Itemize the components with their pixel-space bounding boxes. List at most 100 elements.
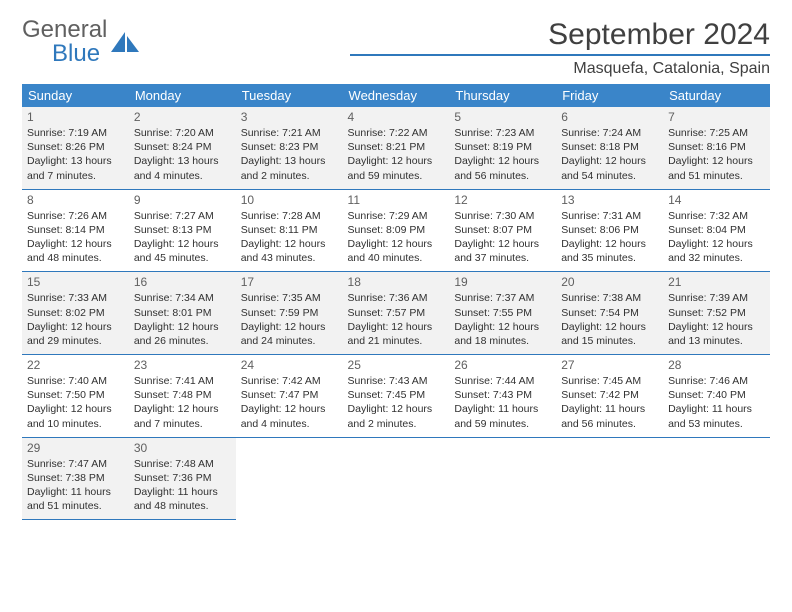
calendar-day-cell: 27 Sunrise: 7:45 AMSunset: 7:42 PMDayligh… bbox=[556, 355, 663, 438]
calendar-day-cell: 18 Sunrise: 7:36 AMSunset: 7:57 PMDayligh… bbox=[343, 272, 450, 355]
day-info: Sunrise: 7:21 AMSunset: 8:23 PMDaylight:… bbox=[241, 126, 338, 183]
day-info: Sunrise: 7:26 AMSunset: 8:14 PMDaylight:… bbox=[27, 209, 124, 266]
logo-text-2: Blue bbox=[52, 40, 100, 67]
calendar-day-cell: 10 Sunrise: 7:28 AMSunset: 8:11 PMDayligh… bbox=[236, 189, 343, 272]
calendar-week-row: 8 Sunrise: 7:26 AMSunset: 8:14 PMDaylight… bbox=[22, 189, 770, 272]
calendar-day-cell bbox=[556, 437, 663, 520]
day-number: 16 bbox=[134, 275, 231, 289]
day-number: 17 bbox=[241, 275, 338, 289]
weekday-header: Saturday bbox=[663, 84, 770, 107]
calendar-body: 1Sunrise: 7:19 AMSunset: 8:26 PMDaylight… bbox=[22, 107, 770, 520]
day-number: 15 bbox=[27, 275, 124, 289]
day-info: Sunrise: 7:27 AMSunset: 8:13 PMDaylight:… bbox=[134, 209, 231, 266]
day-info: Sunrise: 7:30 AMSunset: 8:07 PMDaylight:… bbox=[454, 209, 551, 266]
calendar-day-cell: 24Sunrise: 7:42 AMSunset: 7:47 PMDayligh… bbox=[236, 355, 343, 438]
day-info: Sunrise: 7:37 AMSunset: 7:55 PMDaylight:… bbox=[454, 291, 551, 348]
calendar-day-cell bbox=[449, 437, 556, 520]
calendar-day-cell: 20 Sunrise: 7:38 AMSunset: 7:54 PMDayligh… bbox=[556, 272, 663, 355]
day-info: Sunrise: 7:36 AMSunset: 7:57 PMDaylight:… bbox=[348, 291, 445, 348]
day-info: Sunrise: 7:39 AMSunset: 7:52 PMDaylight:… bbox=[668, 291, 765, 348]
day-info: Sunrise: 7:28 AMSunset: 8:11 PMDaylight:… bbox=[241, 209, 338, 266]
calendar-day-cell: 21 Sunrise: 7:39 AMSunset: 7:52 PMDayligh… bbox=[663, 272, 770, 355]
day-number: 9 bbox=[134, 193, 231, 207]
day-info: Sunrise: 7:32 AMSunset: 8:04 PMDaylight:… bbox=[668, 209, 765, 266]
day-number: 8 bbox=[27, 193, 124, 207]
title-block: September 2024 Masquefa, Catalonia, Spai… bbox=[350, 18, 770, 78]
weekday-header: Friday bbox=[556, 84, 663, 107]
logo-text-1: General bbox=[22, 16, 107, 43]
calendar-day-cell: 15 Sunrise: 7:33 AMSunset: 8:02 PMDayligh… bbox=[22, 272, 129, 355]
day-info: Sunrise: 7:44 AMSunset: 7:43 PMDaylight:… bbox=[454, 374, 551, 431]
day-number: 18 bbox=[348, 275, 445, 289]
day-number: 27 bbox=[561, 358, 658, 372]
weekday-header: Thursday bbox=[449, 84, 556, 107]
calendar-day-cell: 12 Sunrise: 7:30 AMSunset: 8:07 PMDayligh… bbox=[449, 189, 556, 272]
location: Masquefa, Catalonia, Spain bbox=[350, 54, 770, 78]
day-number: 30 bbox=[134, 441, 231, 455]
logo-sail-icon bbox=[111, 32, 139, 52]
day-number: 5 bbox=[454, 110, 551, 124]
day-info: Sunrise: 7:45 AMSunset: 7:42 PMDaylight:… bbox=[561, 374, 658, 431]
calendar-day-cell: 19 Sunrise: 7:37 AMSunset: 7:55 PMDayligh… bbox=[449, 272, 556, 355]
calendar-day-cell: 6 Sunrise: 7:24 AMSunset: 8:18 PMDaylight… bbox=[556, 107, 663, 189]
calendar-day-cell: 5 Sunrise: 7:23 AMSunset: 8:19 PMDaylight… bbox=[449, 107, 556, 189]
calendar-day-cell: 4 Sunrise: 7:22 AMSunset: 8:21 PMDaylight… bbox=[343, 107, 450, 189]
day-info: Sunrise: 7:46 AMSunset: 7:40 PMDaylight:… bbox=[668, 374, 765, 431]
day-info: Sunrise: 7:34 AMSunset: 8:01 PMDaylight:… bbox=[134, 291, 231, 348]
calendar-day-cell: 29Sunrise: 7:47 AMSunset: 7:38 PMDayligh… bbox=[22, 437, 129, 520]
calendar-week-row: 29Sunrise: 7:47 AMSunset: 7:38 PMDayligh… bbox=[22, 437, 770, 520]
calendar-day-cell: 13 Sunrise: 7:31 AMSunset: 8:06 PMDayligh… bbox=[556, 189, 663, 272]
weekday-header: Monday bbox=[129, 84, 236, 107]
calendar-day-cell: 8 Sunrise: 7:26 AMSunset: 8:14 PMDaylight… bbox=[22, 189, 129, 272]
day-number: 23 bbox=[134, 358, 231, 372]
day-info: Sunrise: 7:24 AMSunset: 8:18 PMDaylight:… bbox=[561, 126, 658, 183]
day-number: 4 bbox=[348, 110, 445, 124]
day-info: Sunrise: 7:41 AMSunset: 7:48 PMDaylight:… bbox=[134, 374, 231, 431]
day-number: 19 bbox=[454, 275, 551, 289]
calendar-day-cell: 9 Sunrise: 7:27 AMSunset: 8:13 PMDaylight… bbox=[129, 189, 236, 272]
day-info: Sunrise: 7:31 AMSunset: 8:06 PMDaylight:… bbox=[561, 209, 658, 266]
day-number: 26 bbox=[454, 358, 551, 372]
day-info: Sunrise: 7:38 AMSunset: 7:54 PMDaylight:… bbox=[561, 291, 658, 348]
weekday-header: Sunday bbox=[22, 84, 129, 107]
day-number: 12 bbox=[454, 193, 551, 207]
calendar-day-cell: 3 Sunrise: 7:21 AMSunset: 8:23 PMDaylight… bbox=[236, 107, 343, 189]
day-number: 20 bbox=[561, 275, 658, 289]
day-number: 21 bbox=[668, 275, 765, 289]
calendar-day-cell: 16 Sunrise: 7:34 AMSunset: 8:01 PMDayligh… bbox=[129, 272, 236, 355]
calendar-day-cell bbox=[343, 437, 450, 520]
calendar-week-row: 15 Sunrise: 7:33 AMSunset: 8:02 PMDayligh… bbox=[22, 272, 770, 355]
day-info: Sunrise: 7:25 AMSunset: 8:16 PMDaylight:… bbox=[668, 126, 765, 183]
day-number: 7 bbox=[668, 110, 765, 124]
calendar-week-row: 22 Sunrise: 7:40 AMSunset: 7:50 PMDayligh… bbox=[22, 355, 770, 438]
day-info: Sunrise: 7:22 AMSunset: 8:21 PMDaylight:… bbox=[348, 126, 445, 183]
day-info: Sunrise: 7:33 AMSunset: 8:02 PMDaylight:… bbox=[27, 291, 124, 348]
calendar-day-cell bbox=[236, 437, 343, 520]
day-number: 28 bbox=[668, 358, 765, 372]
day-number: 29 bbox=[27, 441, 124, 455]
day-info: Sunrise: 7:43 AMSunset: 7:45 PMDaylight:… bbox=[348, 374, 445, 431]
day-number: 3 bbox=[241, 110, 338, 124]
day-info: Sunrise: 7:19 AMSunset: 8:26 PMDaylight:… bbox=[27, 126, 124, 183]
day-info: Sunrise: 7:40 AMSunset: 7:50 PMDaylight:… bbox=[27, 374, 124, 431]
calendar-day-cell: 7 Sunrise: 7:25 AMSunset: 8:16 PMDaylight… bbox=[663, 107, 770, 189]
day-number: 13 bbox=[561, 193, 658, 207]
weekday-header: Wednesday bbox=[343, 84, 450, 107]
calendar-day-cell: 14 Sunrise: 7:32 AMSunset: 8:04 PMDayligh… bbox=[663, 189, 770, 272]
day-info: Sunrise: 7:23 AMSunset: 8:19 PMDaylight:… bbox=[454, 126, 551, 183]
day-number: 14 bbox=[668, 193, 765, 207]
day-number: 2 bbox=[134, 110, 231, 124]
day-number: 10 bbox=[241, 193, 338, 207]
day-info: Sunrise: 7:35 AMSunset: 7:59 PMDaylight:… bbox=[241, 291, 338, 348]
day-info: Sunrise: 7:20 AMSunset: 8:24 PMDaylight:… bbox=[134, 126, 231, 183]
day-number: 24 bbox=[241, 358, 338, 372]
calendar-day-cell: 2 Sunrise: 7:20 AMSunset: 8:24 PMDaylight… bbox=[129, 107, 236, 189]
calendar-day-cell: 1Sunrise: 7:19 AMSunset: 8:26 PMDaylight… bbox=[22, 107, 129, 189]
day-number: 6 bbox=[561, 110, 658, 124]
calendar-day-cell bbox=[663, 437, 770, 520]
calendar-day-cell: 17 Sunrise: 7:35 AMSunset: 7:59 PMDayligh… bbox=[236, 272, 343, 355]
calendar-day-cell: 30Sunrise: 7:48 AMSunset: 7:36 PMDayligh… bbox=[129, 437, 236, 520]
day-number: 22 bbox=[27, 358, 124, 372]
calendar-week-row: 1Sunrise: 7:19 AMSunset: 8:26 PMDaylight… bbox=[22, 107, 770, 189]
weekday-header: Tuesday bbox=[236, 84, 343, 107]
